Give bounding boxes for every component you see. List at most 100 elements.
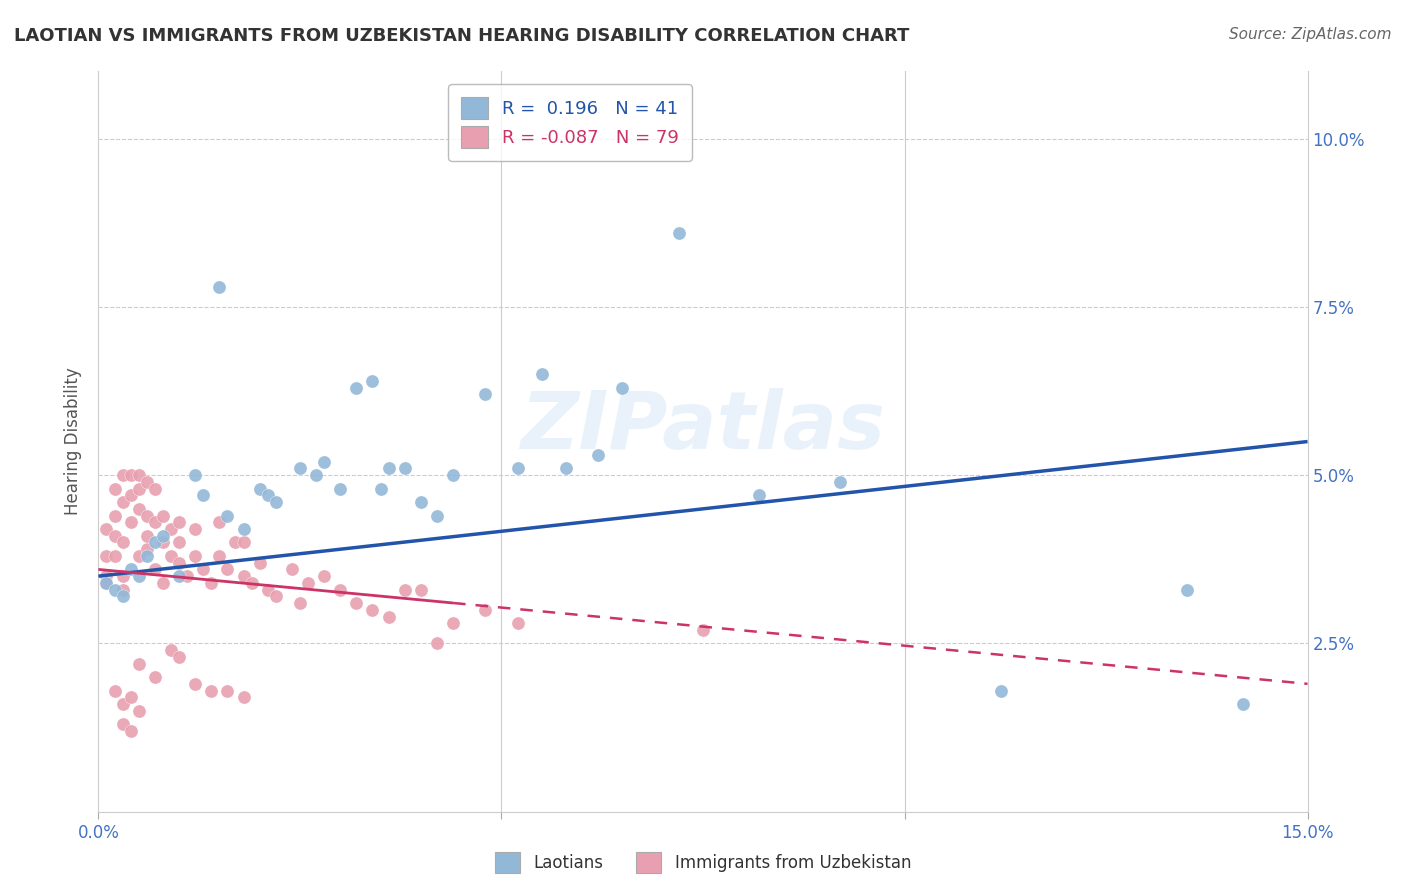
Point	[135, 508, 157, 523]
Point	[224, 535, 246, 549]
Y-axis label: Hearing Disability: Hearing Disability	[65, 368, 83, 516]
Point	[256, 582, 278, 597]
Point	[167, 535, 190, 549]
Point	[208, 549, 231, 563]
Point	[377, 461, 399, 475]
Point	[103, 549, 125, 563]
Point	[1175, 582, 1198, 597]
Point	[441, 468, 464, 483]
Point	[103, 529, 125, 543]
Point	[394, 461, 416, 475]
Point	[240, 575, 263, 590]
Legend: R =  0.196   N = 41, R = -0.087   N = 79: R = 0.196 N = 41, R = -0.087 N = 79	[449, 84, 692, 161]
Point	[152, 535, 174, 549]
Point	[152, 508, 174, 523]
Point	[281, 562, 304, 576]
Point	[305, 468, 328, 483]
Point	[200, 575, 222, 590]
Point	[96, 549, 118, 563]
Point	[128, 569, 150, 583]
Point	[96, 575, 118, 590]
Point	[160, 549, 183, 563]
Point	[329, 482, 352, 496]
Point	[103, 683, 125, 698]
Point	[377, 609, 399, 624]
Point	[96, 569, 118, 583]
Legend: Laotians, Immigrants from Uzbekistan: Laotians, Immigrants from Uzbekistan	[488, 846, 918, 880]
Point	[111, 569, 134, 583]
Point	[184, 468, 207, 483]
Point	[426, 508, 449, 523]
Point	[135, 542, 157, 557]
Point	[128, 704, 150, 718]
Point	[361, 374, 384, 388]
Point	[217, 508, 239, 523]
Point	[111, 495, 134, 509]
Point	[329, 582, 352, 597]
Point	[135, 549, 157, 563]
Point	[96, 575, 118, 590]
Point	[96, 522, 118, 536]
Point	[167, 649, 190, 664]
Point	[143, 482, 166, 496]
Point	[208, 279, 231, 293]
Point	[143, 535, 166, 549]
Point	[193, 488, 215, 502]
Point	[111, 590, 134, 604]
Point	[120, 562, 142, 576]
Point	[176, 569, 198, 583]
Point	[426, 636, 449, 650]
Point	[135, 529, 157, 543]
Point	[828, 475, 851, 489]
Point	[441, 616, 464, 631]
Point	[184, 677, 207, 691]
Point	[111, 717, 134, 731]
Point	[103, 482, 125, 496]
Point	[506, 461, 529, 475]
Point	[120, 468, 142, 483]
Point	[555, 461, 578, 475]
Point	[217, 562, 239, 576]
Point	[409, 495, 432, 509]
Point	[748, 488, 770, 502]
Point	[167, 569, 190, 583]
Point	[184, 549, 207, 563]
Text: ZIPatlas: ZIPatlas	[520, 388, 886, 466]
Point	[143, 562, 166, 576]
Point	[288, 596, 311, 610]
Point	[474, 387, 496, 401]
Point	[288, 461, 311, 475]
Point	[232, 535, 254, 549]
Point	[990, 683, 1012, 698]
Point	[120, 690, 142, 705]
Point	[103, 582, 125, 597]
Point	[111, 468, 134, 483]
Point	[256, 488, 278, 502]
Point	[361, 603, 384, 617]
Text: Source: ZipAtlas.com: Source: ZipAtlas.com	[1229, 27, 1392, 42]
Point	[668, 226, 690, 240]
Point	[184, 522, 207, 536]
Point	[143, 670, 166, 684]
Point	[586, 448, 609, 462]
Text: LAOTIAN VS IMMIGRANTS FROM UZBEKISTAN HEARING DISABILITY CORRELATION CHART: LAOTIAN VS IMMIGRANTS FROM UZBEKISTAN HE…	[14, 27, 910, 45]
Point	[314, 455, 336, 469]
Point	[344, 596, 367, 610]
Point	[506, 616, 529, 631]
Point	[297, 575, 319, 590]
Point	[160, 522, 183, 536]
Point	[128, 657, 150, 671]
Point	[692, 623, 714, 637]
Point	[264, 495, 287, 509]
Point	[152, 529, 174, 543]
Point	[612, 381, 634, 395]
Point	[111, 697, 134, 711]
Point	[217, 683, 239, 698]
Point	[143, 516, 166, 530]
Point	[128, 501, 150, 516]
Point	[409, 582, 432, 597]
Point	[232, 690, 254, 705]
Point	[200, 683, 222, 698]
Point	[232, 522, 254, 536]
Point	[370, 482, 392, 496]
